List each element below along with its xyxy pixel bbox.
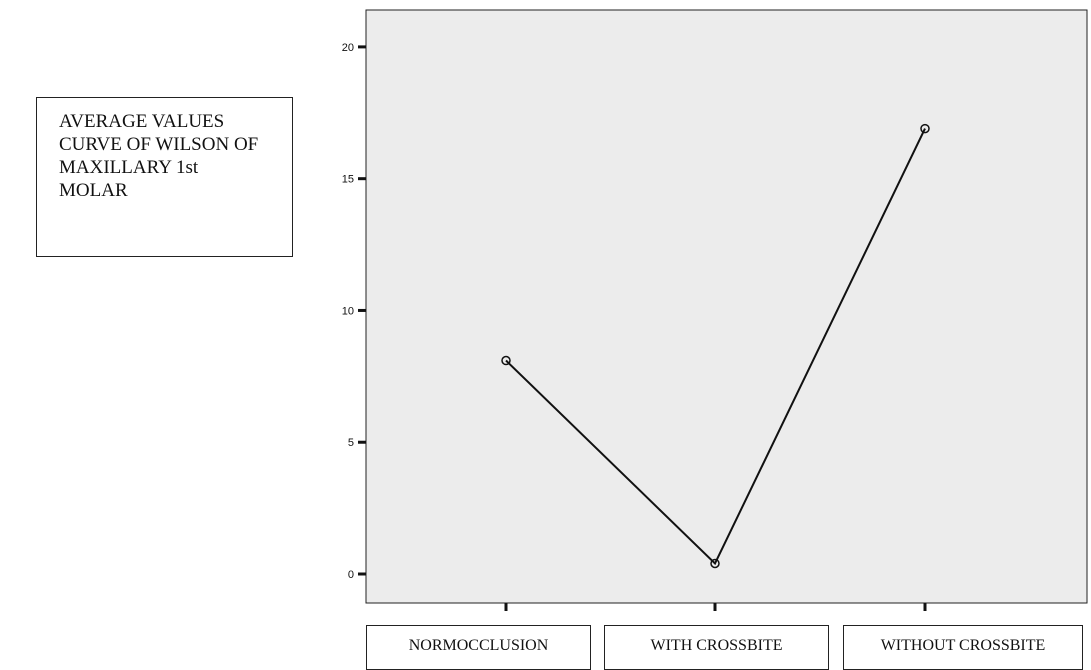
y-axis: 0 5 10 15 20 <box>342 42 366 581</box>
y-tick-label: 20 <box>342 42 354 54</box>
data-point <box>710 558 720 569</box>
chart-title-box: AVERAGE VALUES CURVE OF WILSON OF MAXILL… <box>36 97 293 257</box>
x-axis <box>504 603 927 611</box>
plot-area <box>365 9 1088 604</box>
data-point <box>920 123 930 134</box>
data-points <box>501 123 930 569</box>
data-point <box>501 355 511 366</box>
category-label: NORMOCCLUSION <box>366 625 591 670</box>
y-tick-label: 15 <box>342 174 354 186</box>
category-label: WITHOUT CROSSBITE <box>843 625 1083 670</box>
y-tick-label: 0 <box>348 569 354 581</box>
category-label: WITH CROSSBITE <box>604 625 829 670</box>
y-tick-label: 5 <box>348 437 354 449</box>
y-tick-label: 10 <box>342 305 354 317</box>
series-line <box>505 128 926 566</box>
